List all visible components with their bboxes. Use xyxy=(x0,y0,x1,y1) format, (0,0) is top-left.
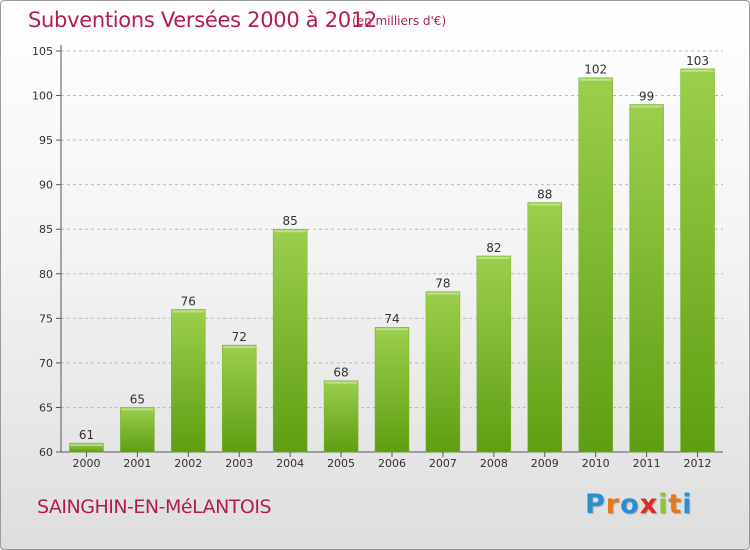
bar-2010 xyxy=(578,77,613,453)
data-label-2011: 99 xyxy=(639,89,654,103)
brand-letter: i xyxy=(682,489,693,520)
y-tick-label: 80 xyxy=(39,268,53,281)
x-tick-label-2004: 2004 xyxy=(276,457,304,470)
data-label-2008: 82 xyxy=(486,241,501,255)
brand-letter: P xyxy=(585,489,606,520)
bar-highlight xyxy=(681,69,714,72)
bar-highlight xyxy=(325,381,358,384)
y-tick-label: 65 xyxy=(39,401,53,414)
bar-2001 xyxy=(120,407,155,453)
data-labels: 61 65 76 72 85 68 74 78 82 88 102 99 103 xyxy=(79,54,709,442)
data-label-2005: 68 xyxy=(333,366,348,380)
data-label-2009: 88 xyxy=(537,187,552,201)
y-tick-label: 70 xyxy=(39,357,53,370)
data-label-2002: 76 xyxy=(181,294,196,308)
y-tick-label: 60 xyxy=(39,446,53,459)
y-tick-label: 95 xyxy=(39,134,53,147)
bar-highlight xyxy=(376,328,408,331)
bar-2012 xyxy=(680,68,715,453)
brand-letter: i xyxy=(658,489,669,520)
chart-title: Subventions Versées 2000 à 2012 xyxy=(28,8,377,32)
bar-2003 xyxy=(221,344,257,453)
chart-subtitle: (en milliers d'€) xyxy=(352,14,447,28)
bar-2000 xyxy=(69,442,104,453)
bar-2008 xyxy=(476,255,512,453)
commune-name: SAINGHIN-EN-MéLANTOIS xyxy=(37,496,272,518)
brand-letter: r xyxy=(605,489,621,520)
data-label-2012: 103 xyxy=(686,54,709,68)
x-tick-label-2012: 2012 xyxy=(684,457,712,470)
bar-highlight xyxy=(223,346,256,349)
x-tick-label-2003: 2003 xyxy=(225,457,253,470)
y-tick-label: 105 xyxy=(32,45,53,58)
bar-highlight xyxy=(477,256,510,259)
y-tick-label: 100 xyxy=(32,90,53,103)
y-tick-label: 90 xyxy=(39,179,53,192)
brand-letter: t xyxy=(668,489,683,520)
bar-2007 xyxy=(425,291,461,453)
x-tick-label-2000: 2000 xyxy=(72,457,100,470)
data-label-2006: 74 xyxy=(384,312,399,326)
bar-2011 xyxy=(629,104,664,453)
data-label-2003: 72 xyxy=(232,330,247,344)
x-tick-label-2001: 2001 xyxy=(123,457,151,470)
x-tick-label-2005: 2005 xyxy=(327,457,355,470)
bar-highlight xyxy=(426,292,459,295)
x-tick-label-2010: 2010 xyxy=(582,457,610,470)
bar-2002 xyxy=(171,309,206,453)
brand-letter: o xyxy=(620,489,640,520)
bar-2006 xyxy=(374,326,410,453)
bar-highlight xyxy=(630,105,663,108)
data-label-2007: 78 xyxy=(435,277,450,291)
bar-2004 xyxy=(272,228,308,453)
bar-highlight xyxy=(528,203,561,206)
data-label-2001: 65 xyxy=(130,392,145,406)
x-tick-label-2002: 2002 xyxy=(174,457,202,470)
bar-highlight xyxy=(172,310,205,313)
x-tick-label-2009: 2009 xyxy=(531,457,559,470)
data-label-2000: 61 xyxy=(79,428,94,442)
bar-highlight xyxy=(121,408,154,411)
x-tick-label-2007: 2007 xyxy=(429,457,457,470)
bar-2009 xyxy=(527,202,563,453)
bar-highlight xyxy=(579,78,612,81)
bar-highlight xyxy=(274,230,307,233)
y-tick-label: 75 xyxy=(39,312,53,325)
bar-2005 xyxy=(323,380,359,453)
bar-highlight xyxy=(70,444,103,447)
brand-logo: Proxiti xyxy=(585,489,693,520)
brand-letter: x xyxy=(639,489,659,520)
x-tick-label-2008: 2008 xyxy=(480,457,508,470)
bars xyxy=(69,68,715,453)
data-label-2010: 102 xyxy=(584,63,607,77)
x-tick-label-2006: 2006 xyxy=(378,457,406,470)
x-tick-label-2011: 2011 xyxy=(633,457,661,470)
y-tick-label: 85 xyxy=(39,223,53,236)
data-label-2004: 85 xyxy=(283,214,298,228)
